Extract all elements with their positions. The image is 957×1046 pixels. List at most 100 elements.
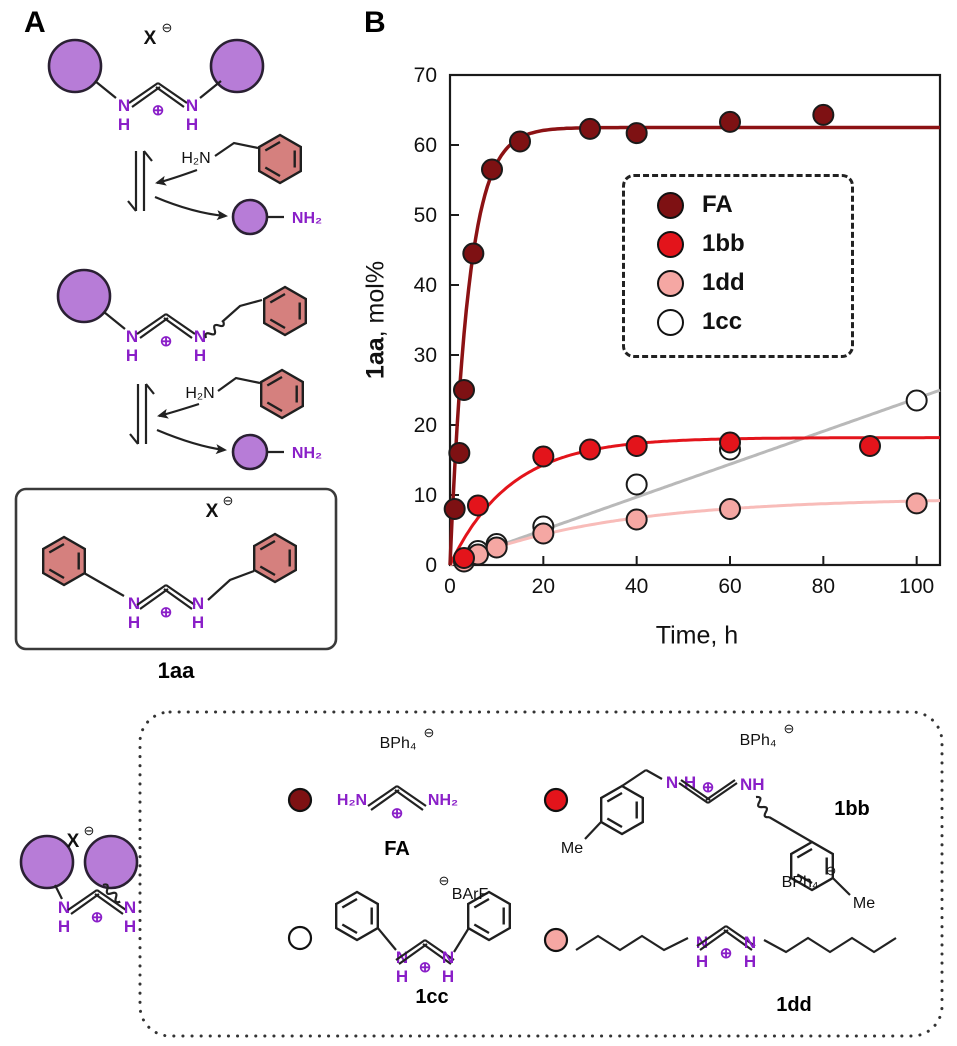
legend-item-1cc: 1cc [657, 308, 851, 336]
atom-n: N [128, 594, 140, 613]
minus-charge-icon: ⊖ [439, 873, 450, 888]
macrocycle-benzyl-amidinium: N H N H [56, 268, 307, 365]
curved-arrow-out [156, 428, 225, 452]
polymer-bead [83, 834, 139, 890]
benzyl-ring [260, 368, 304, 420]
panel-a-label: A [24, 6, 46, 39]
squiggle-bond [752, 794, 773, 820]
benzyl-ring [42, 535, 87, 587]
amidinium-core [366, 784, 428, 824]
benzylamine-1: H₂N [181, 133, 302, 185]
legend-marker-fa [657, 191, 684, 219]
atom-n: N [194, 327, 206, 346]
x-tick-label: 20 [532, 575, 555, 598]
atom-h: H [194, 346, 206, 365]
phenyl-ring [335, 890, 379, 942]
macrocycle-amidinium-top: X ⊖ N H N H [47, 20, 265, 134]
counterion-x: X [206, 501, 219, 522]
reaction-scheme: ⊕ ⊕ X ⊖ N H N H [14, 20, 338, 683]
polymer-bead [231, 198, 269, 236]
amine-h2n: H₂N [181, 150, 210, 167]
polymer-bead [209, 38, 265, 94]
data-point-1bb [625, 435, 648, 457]
atom-h: H [118, 115, 130, 134]
amine-nh2: NH₂ [292, 445, 322, 462]
data-point-FA [462, 242, 485, 265]
panel-b-label: B [364, 6, 386, 39]
atom-h: H [696, 952, 708, 971]
bond [207, 569, 255, 601]
legend-item-1dd: 1dd [657, 269, 851, 297]
atom-h: H [744, 952, 756, 971]
data-point-FA [625, 122, 648, 145]
counterion-x: X [144, 28, 157, 49]
data-point-1dd [719, 498, 741, 520]
x-tick-label: 0 [444, 575, 456, 598]
bond [453, 928, 470, 953]
equilibrium-arrows-icon [126, 149, 154, 213]
data-point-1bb [453, 547, 475, 569]
legend-marker-1dd [657, 269, 684, 297]
structure-label-1bb: 1bb [834, 798, 870, 820]
bonds [94, 80, 222, 99]
atom-h: H [186, 115, 198, 134]
data-point-1dd [485, 536, 508, 559]
legend-label-1cc: 1cc [702, 308, 743, 335]
tolyl-ring [600, 784, 644, 836]
data-point-FA [453, 379, 475, 401]
polymer-bead [56, 268, 112, 324]
data-point-1bb [579, 438, 601, 461]
series-marker-1dd [543, 927, 569, 953]
benzyl-ring [252, 532, 297, 584]
bond [621, 769, 663, 787]
y-tick-label: 0 [425, 554, 437, 577]
x-tick-label: 40 [625, 575, 648, 598]
counterion-bph4: BPh₄ [380, 735, 417, 752]
arrowhead-icon [155, 408, 169, 422]
amine-nh2: NH₂ [428, 792, 458, 809]
fa-entry: BPh₄ ⊖ H₂N NH₂ FA [287, 725, 458, 860]
structure-legend-box [138, 710, 944, 1038]
atom-n: N [186, 96, 198, 115]
macrocycle-amidinium-icon: X ⊖ N H N H [19, 823, 139, 936]
counterion-barf: BArF [452, 886, 489, 903]
atom-h: H [396, 967, 408, 986]
legend-marker-1cc [657, 308, 684, 336]
bond [584, 821, 602, 840]
data-point-1cc [905, 389, 928, 412]
equilibrium-arrows-icon [128, 382, 156, 446]
polymer-bead [47, 38, 103, 94]
structure-legend: X ⊖ N H N H BPh₄ ⊖ H₂N NH₂ FA Me [19, 710, 944, 1038]
released-amine-1: NH₂ [231, 198, 322, 236]
atom-n: N [744, 933, 756, 952]
atom-h: H [58, 917, 70, 936]
counterion-bph4: BPh₄ [782, 874, 819, 891]
1cc-entry: N H N H ⊖ BArF 1cc [287, 873, 511, 1008]
amine-h2n: H₂N [185, 385, 214, 402]
polymer-bead [231, 433, 269, 471]
data-point-1bb [467, 494, 489, 517]
x-tick-label: 60 [718, 575, 741, 598]
y-tick-label: 10 [414, 484, 437, 507]
data-point-1dd [625, 508, 648, 531]
data-point-FA [509, 130, 531, 153]
fit-line-1bb [448, 436, 940, 566]
minus-charge-icon: ⊖ [424, 725, 435, 740]
released-amine-2: NH₂ [231, 433, 322, 471]
methyl-label: Me [561, 840, 583, 857]
benzyl-ring [263, 285, 307, 337]
data-point-FA [579, 117, 601, 140]
legend-marker-1bb [657, 230, 684, 258]
bond [83, 572, 125, 597]
atom-n: N [442, 948, 454, 967]
data-point-FA [481, 158, 503, 181]
fit-line-FA [448, 125, 940, 566]
structure-label-fa: FA [384, 838, 410, 860]
amine-nh2: NH₂ [292, 210, 322, 227]
data-point-FA [448, 442, 471, 464]
y-axis-label: 1aa, mol% [362, 261, 391, 379]
curved-arrow-out [154, 195, 226, 218]
benzyl-ring [258, 133, 302, 185]
atom-nh: NH [740, 775, 765, 794]
product-box [14, 487, 338, 651]
